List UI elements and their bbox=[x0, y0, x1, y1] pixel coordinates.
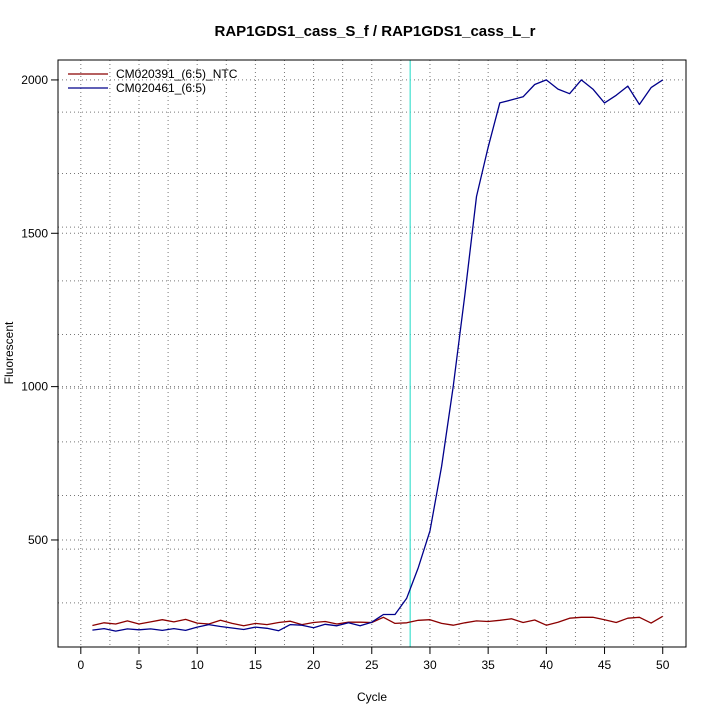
y-tick-label: 1500 bbox=[21, 226, 48, 240]
y-tick-label: 2000 bbox=[21, 73, 48, 87]
x-tick-label: 50 bbox=[656, 658, 670, 672]
x-tick-label: 5 bbox=[136, 658, 143, 672]
x-tick-label: 45 bbox=[598, 658, 612, 672]
y-tick-label: 500 bbox=[28, 533, 48, 547]
y-axis-label: Fluorescent bbox=[2, 321, 16, 384]
y-tick-label: 1000 bbox=[21, 380, 48, 394]
x-tick-label: 0 bbox=[77, 658, 84, 672]
legend-label-2: CM020461_(6:5) bbox=[116, 81, 206, 95]
chart-title: RAP1GDS1_cass_S_f / RAP1GDS1_cass_L_r bbox=[214, 23, 535, 40]
series-group bbox=[92, 79, 664, 632]
x-tick-label: 35 bbox=[481, 658, 495, 672]
legend-label-1: CM020391_(6:5)_NTC bbox=[116, 67, 238, 81]
grid bbox=[58, 60, 686, 647]
x-axis-label: Cycle bbox=[357, 690, 387, 704]
series-line-2 bbox=[92, 79, 664, 632]
x-tick-label: 20 bbox=[307, 658, 321, 672]
y-axis: 500 1000 1500 2000 bbox=[21, 73, 58, 547]
x-tick-label: 30 bbox=[423, 658, 437, 672]
x-tick-label: 25 bbox=[365, 658, 379, 672]
x-axis: 0 5 10 15 20 25 30 35 40 45 50 bbox=[77, 647, 670, 672]
series-line-1 bbox=[92, 615, 664, 627]
x-tick-label: 40 bbox=[540, 658, 554, 672]
x-tick-label: 10 bbox=[191, 658, 205, 672]
x-tick-label: 15 bbox=[249, 658, 263, 672]
